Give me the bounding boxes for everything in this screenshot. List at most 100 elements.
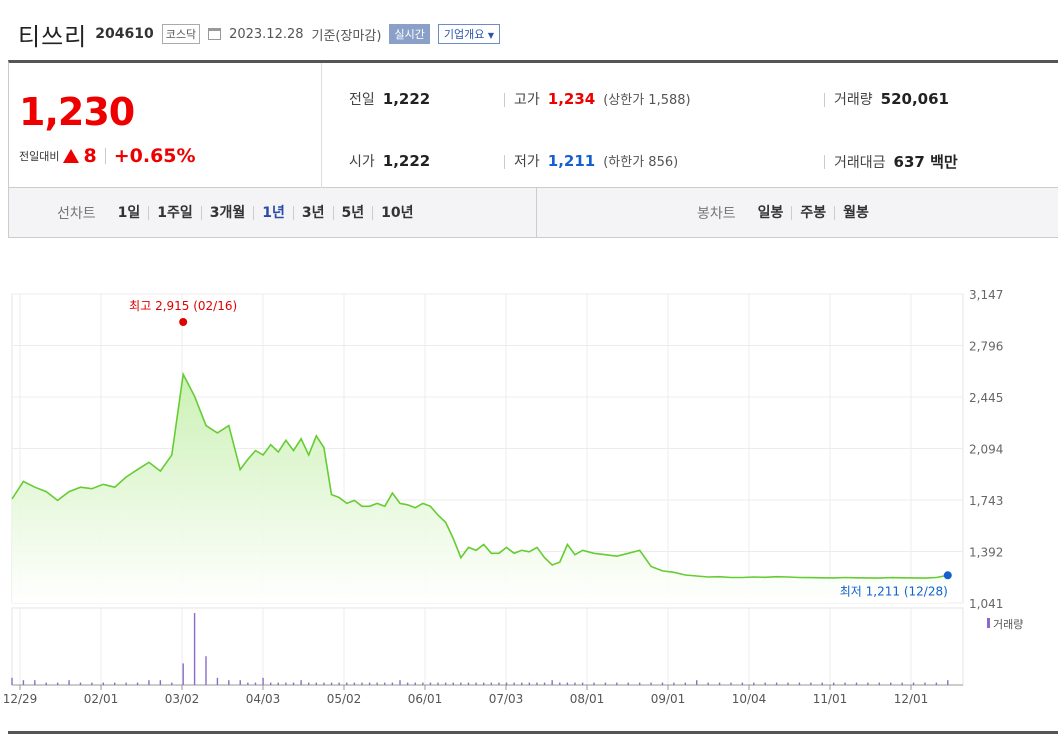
period-1y[interactable]: 1년 bbox=[253, 205, 293, 220]
change-label: 전일대비 bbox=[19, 150, 60, 163]
x-tick-label: 12/01 bbox=[894, 692, 929, 706]
volume-bar bbox=[285, 682, 287, 685]
low-annotation: 최저 1,211 (12/28) bbox=[840, 584, 948, 598]
x-tick-label: 08/01 bbox=[570, 692, 605, 706]
bottom-rule bbox=[8, 731, 1058, 734]
volume-bar bbox=[376, 682, 378, 685]
volume-bar bbox=[414, 682, 416, 685]
volume-bar bbox=[277, 682, 279, 685]
volume-bar bbox=[34, 680, 36, 685]
volume-bar bbox=[346, 682, 348, 685]
volume-bar bbox=[764, 682, 766, 685]
volume-bar bbox=[391, 682, 394, 685]
volume-bar bbox=[205, 656, 207, 685]
period-3y[interactable]: 3년 bbox=[292, 205, 333, 220]
y-tick-label: 1,392 bbox=[969, 546, 1003, 560]
volume-bar bbox=[616, 682, 618, 685]
volume-bar bbox=[696, 680, 698, 685]
quote-date: 2023.12.28 bbox=[229, 26, 304, 42]
volume-bar bbox=[543, 682, 546, 685]
candle-monthly[interactable]: 월봉 bbox=[834, 205, 877, 220]
stock-name: 티쓰리 bbox=[18, 22, 88, 51]
x-tick-label: 11/01 bbox=[813, 692, 848, 706]
candle-weekly[interactable]: 주봉 bbox=[791, 205, 834, 220]
volume-bar bbox=[775, 682, 778, 685]
volume-bar bbox=[171, 682, 173, 685]
volume-label: 거래량 bbox=[834, 92, 873, 108]
turnover-label: 거래대금 bbox=[834, 155, 886, 171]
open-value: 1,222 bbox=[382, 152, 431, 170]
volume-legend-label: 거래량 bbox=[993, 618, 1023, 631]
period-1d[interactable]: 1일 bbox=[117, 204, 141, 221]
period-1w[interactable]: 1주일 bbox=[148, 205, 201, 220]
x-tick-label: 04/03 bbox=[246, 692, 281, 706]
x-tick-label: 05/02 bbox=[327, 692, 362, 706]
volume-bar bbox=[559, 682, 561, 685]
low-marker bbox=[943, 571, 952, 580]
volume-bar bbox=[521, 682, 523, 685]
prev-close: 전일 1,222 bbox=[349, 89, 430, 109]
candle-chart-nav: 봉차트 일봉 주봉 월봉 bbox=[697, 188, 877, 237]
volume-bar bbox=[193, 613, 196, 685]
calendar-icon bbox=[208, 28, 222, 40]
candle-daily[interactable]: 일봉 bbox=[757, 204, 784, 221]
current-price: 1,230 bbox=[19, 90, 135, 134]
volume-bar bbox=[498, 682, 500, 685]
volume-bar bbox=[482, 682, 485, 685]
volume-bar bbox=[475, 682, 477, 685]
volume-bar bbox=[935, 682, 938, 685]
day-high: 고가 1,234 (상한가 1,588) bbox=[514, 89, 691, 109]
volume-bar bbox=[148, 680, 150, 685]
volume-bar bbox=[684, 682, 687, 685]
price-chart: 3,147 2,796 2,445 2,094 1,743 1,392 1,041 12/29… bbox=[3, 288, 1024, 706]
volume-bar bbox=[566, 682, 569, 685]
period-5y[interactable]: 5년 bbox=[332, 205, 373, 220]
period-3m[interactable]: 3개월 bbox=[200, 205, 254, 220]
volume-area bbox=[11, 607, 964, 686]
turnover-value: 637 백만 bbox=[893, 153, 958, 171]
volume-bar bbox=[901, 682, 903, 685]
volume-bar bbox=[269, 682, 272, 685]
divider bbox=[104, 148, 106, 164]
y-tick-label: 1,041 bbox=[969, 597, 1003, 611]
volume: 거래량 520,061 bbox=[834, 89, 949, 109]
y-tick-label: 1,743 bbox=[969, 494, 1003, 508]
company-info-label: 기업개요 bbox=[443, 28, 485, 41]
prev-close-value: 1,222 bbox=[382, 90, 431, 108]
volume-bar bbox=[661, 682, 664, 685]
period-10y[interactable]: 10년 bbox=[372, 205, 421, 220]
divider bbox=[824, 155, 825, 169]
low-value: 1,211 bbox=[547, 152, 596, 170]
volume-bar bbox=[11, 677, 13, 685]
volume-bar bbox=[741, 682, 744, 685]
price-line bbox=[11, 371, 948, 579]
x-tick-label: 06/01 bbox=[408, 692, 443, 706]
volume-bar bbox=[460, 682, 462, 685]
stock-code: 204610 bbox=[95, 26, 154, 42]
volume-bar bbox=[361, 682, 363, 685]
volume-bar bbox=[228, 680, 230, 685]
volume-legend-swatch bbox=[987, 618, 990, 628]
low-label: 저가 bbox=[514, 154, 540, 170]
volume-bar bbox=[912, 682, 915, 685]
quote-basis: 기준(장마감) bbox=[311, 28, 382, 44]
divider bbox=[321, 63, 322, 188]
change-amount: 8 bbox=[83, 145, 97, 167]
volume-bar bbox=[924, 682, 926, 685]
x-tick-label: 07/03 bbox=[489, 692, 524, 706]
volume-bar bbox=[821, 682, 823, 685]
realtime-button[interactable]: 실시간 bbox=[389, 24, 430, 44]
volume-bar bbox=[114, 682, 116, 685]
y-tick-label: 2,445 bbox=[969, 391, 1003, 405]
volume-bar bbox=[452, 682, 454, 685]
volume-bar bbox=[91, 682, 93, 685]
volume-bar bbox=[855, 682, 858, 685]
volume-bar bbox=[505, 682, 508, 685]
high-annotation: 최고 2,915 (02/16) bbox=[129, 299, 237, 313]
volume-bar bbox=[216, 677, 219, 685]
company-info-dropdown[interactable]: 기업개요 ▼ bbox=[437, 24, 500, 44]
up-triangle-icon bbox=[63, 149, 80, 163]
volume-bar bbox=[182, 663, 184, 685]
divider bbox=[504, 93, 505, 107]
volume-bar bbox=[102, 682, 104, 685]
